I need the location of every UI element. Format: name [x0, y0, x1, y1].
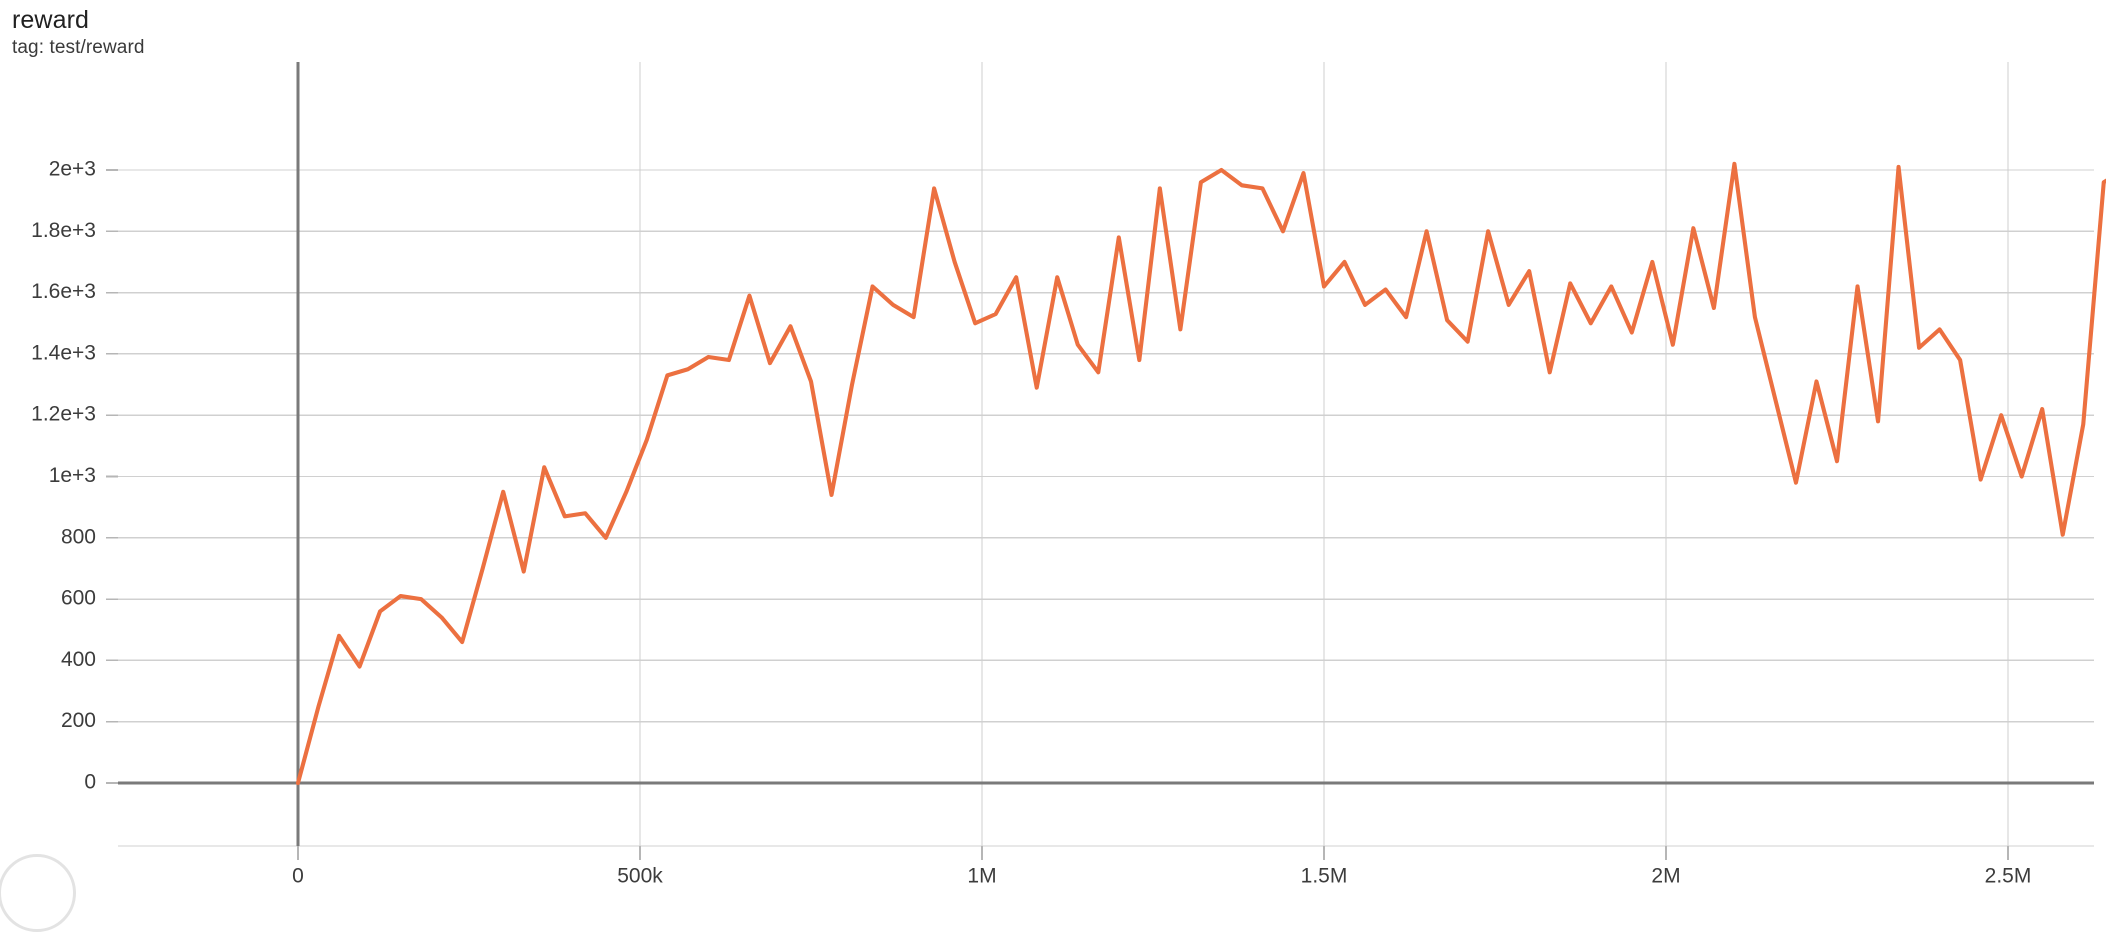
y-tick-label: 600 [61, 587, 96, 610]
x-tick-label: 2.5M [1985, 864, 2032, 887]
reward-series-line[interactable] [295, 161, 2106, 786]
vertical-gridlines [118, 62, 2094, 847]
x-tick-label: 1.5M [1301, 864, 1348, 887]
y-tick-label: 200 [61, 709, 96, 732]
plot-area[interactable]: 2e+3 1.8e+3 1.6e+3 1.4e+3 1.2e+3 1e+3 800 600 40… [0, 0, 2106, 898]
x-tick-label: 0 [292, 864, 304, 887]
line-chart-svg[interactable]: 2e+3 1.8e+3 1.6e+3 1.4e+3 1.2e+3 1e+3 800 600 40… [0, 0, 2106, 898]
y-tick-label: 0 [84, 771, 96, 794]
chart-tag-label: tag: test/reward [12, 36, 145, 58]
chart-header: reward tag: test/reward [12, 6, 145, 59]
page-title: reward [12, 6, 90, 34]
x-tick-label: 1M [967, 864, 996, 887]
axis-spines [118, 62, 2094, 846]
y-tick-label: 1.8e+3 [31, 219, 96, 242]
horizontal-gridlines [118, 169, 2094, 723]
y-tick-label: 1e+3 [49, 464, 96, 487]
y-axis-tick-labels: 2e+3 1.8e+3 1.6e+3 1.4e+3 1.2e+3 1e+3 800 600 40… [31, 158, 96, 794]
x-tick-label: 2M [1651, 864, 1680, 887]
y-tick-label: 2e+3 [49, 158, 96, 181]
y-tick-label: 1.2e+3 [31, 403, 96, 426]
axis-tick-marks [106, 169, 2009, 860]
x-tick-label: 500k [617, 864, 663, 887]
y-tick-label: 800 [61, 525, 96, 548]
y-tick-label: 400 [61, 648, 96, 671]
y-tick-label: 1.6e+3 [31, 280, 96, 303]
y-tick-label: 1.4e+3 [31, 341, 96, 364]
